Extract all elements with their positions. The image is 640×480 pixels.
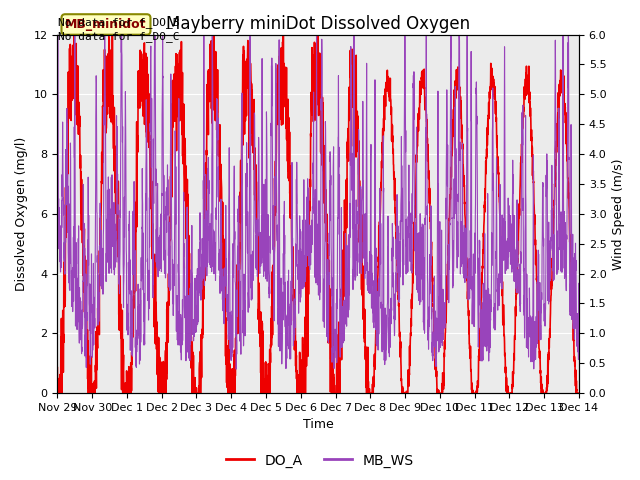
Text: MB_minidot: MB_minidot (65, 18, 147, 31)
Text: No data for f_DO_B: No data for f_DO_B (58, 17, 179, 28)
Y-axis label: Wind Speed (m/s): Wind Speed (m/s) (612, 158, 625, 270)
Title: Mayberry miniDot Dissolved Oxygen: Mayberry miniDot Dissolved Oxygen (166, 15, 470, 33)
Y-axis label: Dissolved Oxygen (mg/l): Dissolved Oxygen (mg/l) (15, 137, 28, 291)
X-axis label: Time: Time (303, 419, 333, 432)
Text: No data for f_DO_C: No data for f_DO_C (58, 31, 179, 42)
Legend: DO_A, MB_WS: DO_A, MB_WS (221, 448, 419, 473)
